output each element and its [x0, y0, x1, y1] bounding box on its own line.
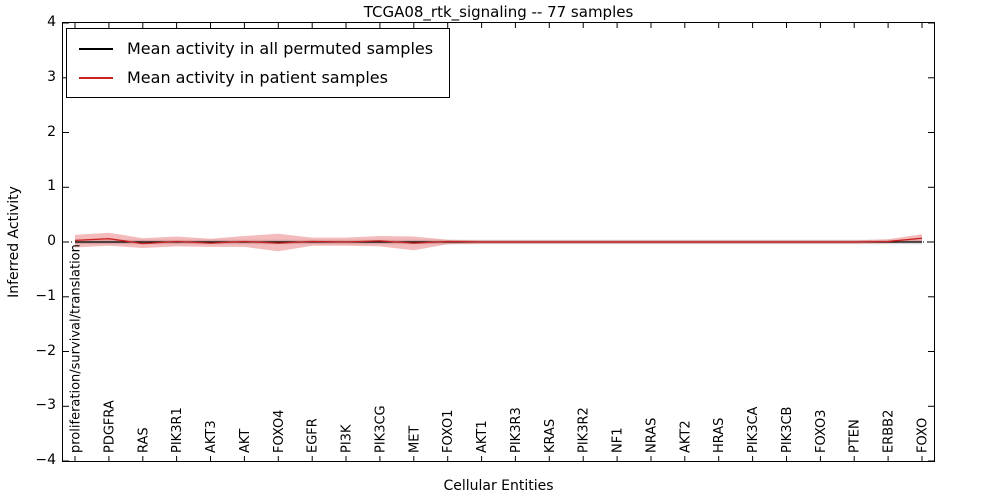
svg-text:AKT1: AKT1 [475, 420, 490, 453]
svg-text:FOXO: FOXO [916, 418, 931, 453]
y-tick-label: 4 [47, 14, 56, 30]
y-tick-label: −2 [35, 342, 56, 359]
svg-text:PIK3CB: PIK3CB [780, 407, 795, 453]
chart-canvas: proliferation/survival/translation PDGFRA… [63, 23, 934, 461]
svg-text:RAS: RAS [136, 427, 151, 453]
svg-text:PDGFRA: PDGFRA [102, 400, 117, 453]
svg-text:PIK3R2: PIK3R2 [577, 407, 592, 453]
svg-text:PIK3CG: PIK3CG [373, 405, 388, 453]
chart-title: TCGA08_rtk_signaling -- 77 samples [363, 3, 634, 21]
plot-area: proliferation/survival/translation PDGFRA… [62, 22, 935, 462]
y-tick-label: −4 [35, 452, 56, 468]
svg-text:AKT3: AKT3 [204, 420, 219, 453]
svg-text:PIK3R1: PIK3R1 [170, 407, 185, 453]
svg-text:NRAS: NRAS [645, 418, 660, 453]
svg-text:AKT: AKT [238, 429, 253, 453]
svg-text:FOXO4: FOXO4 [272, 410, 287, 453]
svg-text:EGFR: EGFR [306, 418, 321, 453]
legend: Mean activity in all permuted samples Me… [66, 28, 451, 98]
svg-text:PIK3CA: PIK3CA [746, 406, 761, 453]
permuted-line-swatch [79, 47, 113, 50]
svg-text:MET: MET [407, 426, 422, 453]
legend-item-permuted: Mean activity in all permuted samples [79, 39, 433, 58]
patient-line-swatch [79, 76, 113, 79]
svg-text:proliferation/survival/transla: proliferation/survival/translation [69, 244, 84, 453]
y-tick-label: 3 [47, 68, 56, 85]
y-tick-label: −1 [35, 287, 56, 304]
legend-label-patient: Mean activity in patient samples [127, 68, 388, 87]
svg-text:FOXO3: FOXO3 [814, 410, 829, 453]
y-tick-label: 0 [47, 233, 56, 249]
svg-text:ERBB2: ERBB2 [882, 410, 897, 453]
legend-item-patient: Mean activity in patient samples [79, 68, 433, 87]
svg-text:HRAS: HRAS [712, 418, 727, 453]
svg-text:PI3K: PI3K [340, 424, 355, 453]
y-tick-label: 1 [47, 178, 56, 195]
svg-text:FOXO1: FOXO1 [441, 410, 456, 453]
svg-text:PIK3R3: PIK3R3 [509, 407, 524, 453]
svg-text:PTEN: PTEN [848, 419, 863, 453]
y-tick-label: −3 [35, 397, 56, 414]
svg-text:NF1: NF1 [611, 428, 626, 453]
x-axis-label: Cellular Entities [443, 478, 554, 494]
legend-label-permuted: Mean activity in all permuted samples [127, 39, 434, 58]
svg-text:KRAS: KRAS [543, 419, 558, 453]
y-tick-label: 2 [47, 123, 56, 140]
svg-text:AKT2: AKT2 [678, 420, 693, 453]
